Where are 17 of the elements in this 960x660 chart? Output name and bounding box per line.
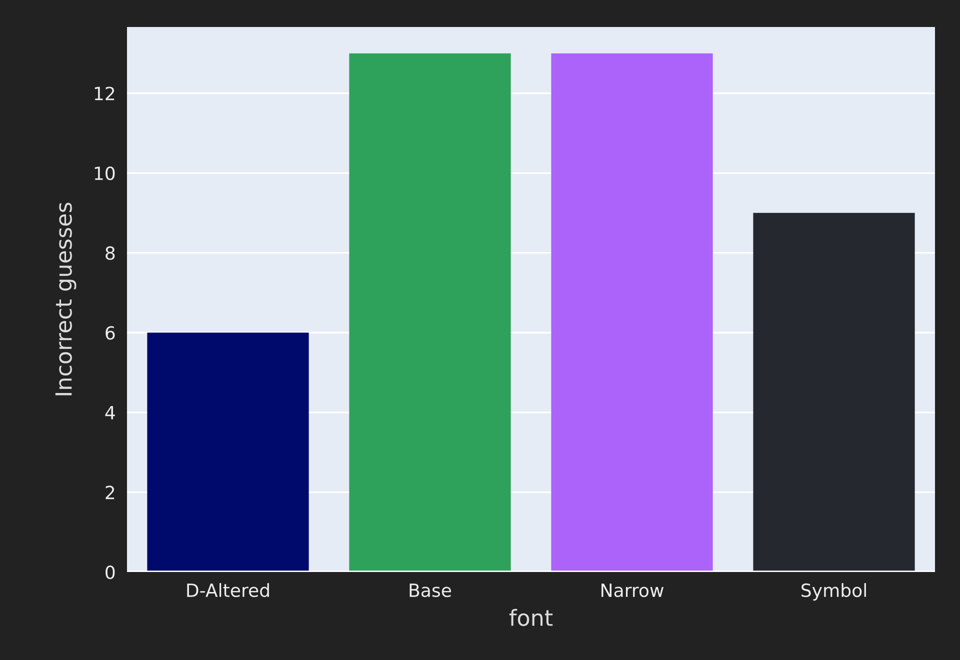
y-tick-label: 2 <box>106 486 114 500</box>
y-tick-label: 4 <box>105 406 115 420</box>
y-tick-label: 12 <box>94 86 114 100</box>
y-axis-title: Incorrect guesses <box>55 202 76 396</box>
bar <box>349 53 511 572</box>
y-tick-label: 6 <box>106 326 115 340</box>
bar <box>551 53 713 572</box>
y-tick-label: 8 <box>106 246 115 260</box>
bar <box>147 332 309 572</box>
y-tick-label: 10 <box>94 166 115 180</box>
x-axis-title: font <box>509 608 553 626</box>
bar <box>753 212 915 572</box>
x-tick-label: D-Altered <box>187 583 269 598</box>
y-tick-label: 0 <box>106 565 115 580</box>
x-tick-label: Symbol <box>802 583 866 601</box>
x-tick-label: Narrow <box>602 584 664 598</box>
x-tick-label: Base <box>410 584 452 598</box>
